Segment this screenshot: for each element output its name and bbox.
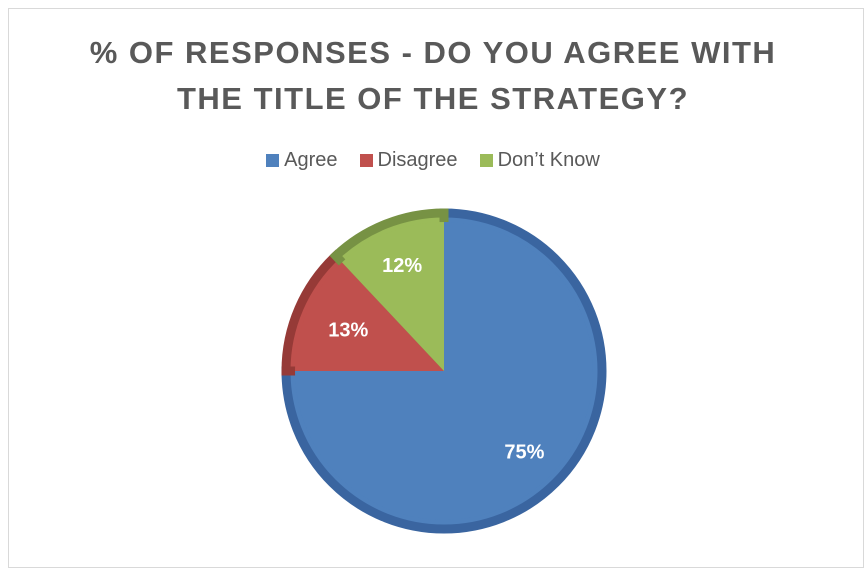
pie-slice-face-disagree [295, 262, 444, 371]
data-label-disagree: 13% [328, 320, 368, 342]
pie-slice-face-dont-know [342, 222, 444, 371]
legend-item-dont-know: Don’t Know [479, 149, 600, 172]
legend-swatch-dont-know [479, 154, 493, 167]
data-label-dont-know: 12% [382, 255, 422, 277]
chart-title-line-2: THE TITLE OF THE STRATEGY? [176, 81, 690, 116]
chart-title-line-1: % OF RESPONSES - DO YOU AGREE WITH [89, 35, 777, 70]
legend-swatch-agree [266, 154, 280, 167]
legend-swatch-disagree [359, 154, 373, 167]
legend-item-disagree: Disagree [359, 149, 458, 172]
chart-title: % OF RESPONSES - DO YOU AGREE WITH THE T… [0, 30, 866, 122]
legend-item-agree: Agree [266, 149, 338, 172]
legend-label-dont-know: Don’t Know [497, 149, 600, 171]
legend-label-agree: Agree [284, 149, 338, 171]
legend-label-disagree: Disagree [377, 149, 458, 171]
data-label-agree: 75% [504, 441, 544, 463]
pie-chart: 75% 13% 12% [281, 208, 607, 534]
chart-legend: Agree Disagree Don’t Know [0, 149, 866, 172]
